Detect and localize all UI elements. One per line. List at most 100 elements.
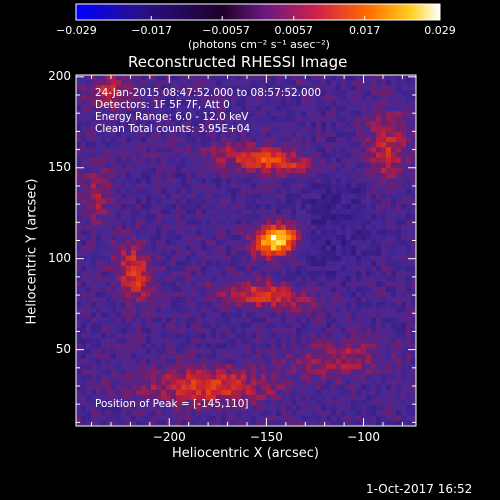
heatmap-cell [236,353,242,360]
heatmap-cell [341,291,347,298]
heatmap-cell [411,75,417,81]
heatmap-cell [346,322,352,329]
heatmap-cell [166,111,172,117]
heatmap-cell [91,374,97,380]
heatmap-cell [231,271,237,277]
heatmap-cell [316,136,322,143]
heatmap-cell [196,296,202,303]
heatmap-cell [181,384,187,391]
heatmap-cell [306,250,312,257]
heatmap-cell [261,358,267,365]
heatmap-cell [326,322,332,329]
heatmap-cell [371,95,377,102]
heatmap-cell [291,162,297,169]
heatmap-cell [171,291,177,298]
heatmap-cell [331,224,337,231]
heatmap-cell [396,183,402,189]
heatmap-cell [91,214,97,220]
heatmap-cell [91,116,97,122]
heatmap-cell [196,395,202,401]
heatmap-cell [316,235,322,241]
heatmap-cell [411,415,417,422]
heatmap-cell [361,410,367,417]
heatmap-cell [186,343,192,349]
heatmap-cell [251,420,257,427]
heatmap-cell [121,90,127,97]
heatmap-cell [106,317,112,324]
heatmap-cell [371,198,377,205]
heatmap-cell [156,384,162,391]
heatmap-cell [306,307,312,313]
heatmap-cell [166,80,172,86]
heatmap-cell [86,173,92,179]
heatmap-cell [246,173,252,179]
heatmap-cell [86,322,92,329]
heatmap-cell [411,152,417,158]
heatmap-cell [371,379,377,386]
heatmap-cell [381,100,387,107]
heatmap-cell [211,136,217,143]
heatmap-cell [181,162,187,169]
heatmap-cell [401,327,407,334]
heatmap-cell [291,286,297,293]
heatmap-cell [346,327,352,334]
heatmap-cell [231,312,237,318]
heatmap-cell [131,100,137,107]
heatmap-cell [161,240,167,246]
heatmap-cell [256,358,262,365]
heatmap-cell [176,307,182,313]
heatmap-cell [96,126,102,133]
heatmap-cell [146,105,152,112]
heatmap-cell [246,75,252,81]
heatmap-cell [401,147,407,153]
heatmap-cell [256,183,262,189]
heatmap-cell [96,100,102,107]
heatmap-cell [226,90,232,97]
heatmap-cell [126,395,132,401]
heatmap-cell [321,80,327,86]
heatmap-cell [181,296,187,303]
heatmap-cell [266,255,272,262]
heatmap-cell [136,75,142,81]
heatmap-cell [271,420,277,427]
heatmap-cell [301,157,307,164]
heatmap-cell [336,358,342,365]
heatmap-cell [126,302,132,308]
heatmap-cell [396,178,402,184]
heatmap-cell [251,147,257,153]
heatmap-cell [216,224,222,231]
heatmap-cell [146,343,152,349]
heatmap-cell [286,296,292,303]
heatmap-cell [331,162,337,169]
heatmap-cell [156,209,162,215]
heatmap-cell [331,100,337,107]
heatmap-cell [126,374,132,380]
heatmap-cell [326,250,332,257]
heatmap-cell [76,142,82,148]
heatmap-cell [391,302,397,308]
heatmap-cell [76,193,82,200]
heatmap-cell [101,193,107,200]
heatmap-cell [76,85,82,91]
heatmap-cell [196,142,202,148]
heatmap-cell [301,276,307,282]
heatmap-cell [176,100,182,107]
heatmap-cell [326,333,332,339]
heatmap-cell [311,75,317,81]
heatmap-cell [336,100,342,107]
heatmap-cell [406,245,412,251]
heatmap-cell [166,193,172,200]
heatmap-cell [256,286,262,293]
heatmap-cell [356,142,362,148]
heatmap-cell [211,338,217,344]
heatmap-cell [156,136,162,143]
heatmap-cell [146,147,152,153]
heatmap-cell [96,167,102,174]
heatmap-cell [316,121,322,128]
heatmap-cell [381,276,387,282]
heatmap-cell [221,307,227,313]
heatmap-cell [241,126,247,133]
heatmap-cell [106,338,112,344]
heatmap-cell [381,80,387,86]
heatmap-cell [186,250,192,257]
